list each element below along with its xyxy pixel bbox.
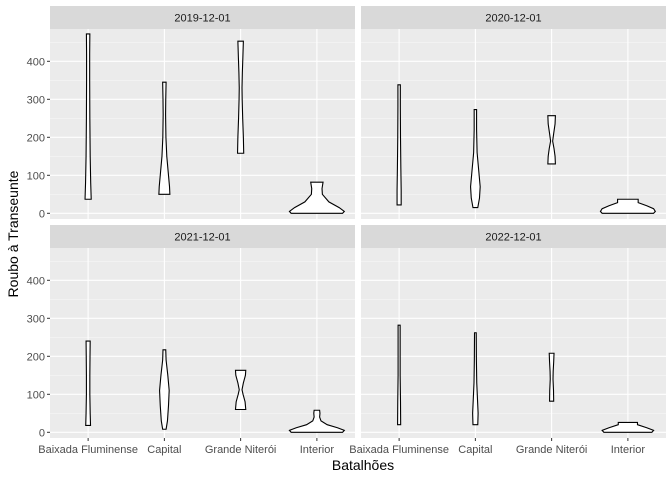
y-tick-label: 300 bbox=[27, 94, 45, 106]
panels-layer: 2019-12-01 2020-12-01 2021-12-01 2022-12-01 bbox=[50, 6, 666, 438]
y-tick-label: 0 bbox=[39, 208, 45, 220]
x-tick-label-interior: Interior bbox=[300, 444, 335, 456]
x-tick-label-interior: Interior bbox=[611, 444, 646, 456]
panel-2022-12-01: 2022-12-01 bbox=[361, 225, 666, 438]
violin-baixada-fluminense bbox=[84, 33, 92, 200]
violin-capital bbox=[472, 332, 479, 426]
x-tick-label-baixada-fluminense: Baixada Fluminense bbox=[38, 444, 138, 456]
facet-strip bbox=[50, 225, 355, 248]
y-tick-label: 100 bbox=[27, 170, 45, 182]
violin-capital bbox=[159, 349, 170, 430]
x-tick-label-capital: Capital bbox=[147, 444, 181, 456]
y-tick-label: 200 bbox=[27, 132, 45, 144]
facet-strip bbox=[50, 6, 355, 29]
violin-baixada-fluminense bbox=[397, 324, 402, 426]
panel-background bbox=[50, 29, 355, 219]
facet-strip-label: 2022-12-01 bbox=[485, 232, 541, 244]
violin-grande-niteroi bbox=[547, 115, 556, 165]
panel-2019-12-01: 2019-12-01 bbox=[50, 6, 355, 219]
violin-interior bbox=[601, 421, 655, 433]
x-tick-label-capital: Capital bbox=[458, 444, 492, 456]
y-tick-label: 300 bbox=[27, 313, 45, 325]
panel-background bbox=[361, 248, 666, 438]
facet-strip-label: 2019-12-01 bbox=[174, 13, 230, 25]
violin-grande-niteroi bbox=[548, 352, 555, 402]
facet-strip-label: 2020-12-01 bbox=[485, 13, 541, 25]
facet-strip-label: 2021-12-01 bbox=[174, 232, 230, 244]
x-tick-label-baixada-fluminense: Baixada Fluminense bbox=[349, 444, 449, 456]
x-tick-label-grande-niteroi: Grande Niterói bbox=[516, 444, 588, 456]
panel-background bbox=[50, 248, 355, 438]
violin-capital bbox=[470, 109, 481, 209]
y-axis-title: Roubo à Transeunte bbox=[5, 170, 21, 297]
facet-strip bbox=[361, 225, 666, 248]
violin-interior bbox=[288, 181, 346, 214]
panel-background bbox=[361, 29, 666, 219]
violin-interior bbox=[599, 198, 657, 214]
panel-2020-12-01: 2020-12-01 bbox=[361, 6, 666, 219]
violin-grande-niteroi bbox=[234, 369, 247, 411]
facet-strip bbox=[361, 6, 666, 29]
x-axis-title: Batalhões bbox=[332, 457, 394, 473]
violin-grande-niteroi bbox=[236, 40, 245, 154]
y-tick-label: 100 bbox=[27, 389, 45, 401]
violin-capital bbox=[158, 81, 171, 195]
violin-interior bbox=[288, 409, 346, 433]
y-tick-label: 200 bbox=[27, 351, 45, 363]
panel-2021-12-01: 2021-12-01 bbox=[50, 225, 355, 438]
violin-baixada-fluminense bbox=[85, 340, 92, 427]
axes-layer: 0 100 200 300 400 0 100 200 300 400 Baixada Flumin… bbox=[27, 56, 646, 456]
x-tick-label-grande-niteroi: Grande Niterói bbox=[205, 444, 277, 456]
y-tick-label: 400 bbox=[27, 56, 45, 68]
y-tick-label: 0 bbox=[39, 427, 45, 439]
violin-baixada-fluminense bbox=[396, 84, 402, 206]
y-tick-label: 400 bbox=[27, 275, 45, 287]
